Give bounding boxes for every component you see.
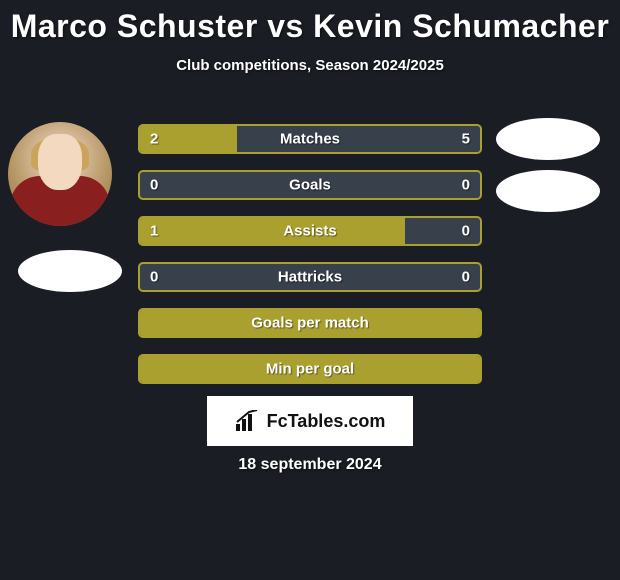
player-right-avatar-placeholder: [496, 118, 600, 160]
stat-value-left: 0: [150, 177, 158, 194]
stat-row-hattricks: 0 Hattricks 0: [138, 262, 482, 292]
stat-label: Goals per match: [251, 315, 369, 332]
page-title: Marco Schuster vs Kevin Schumacher: [0, 8, 620, 45]
comparison-bars: 2 Matches 5 0 Goals 0 1 Assists 0 0 Hattricks 0 Goal…: [138, 124, 482, 400]
stat-value-right: 0: [462, 223, 470, 240]
stat-row-assists: 1 Assists 0: [138, 216, 482, 246]
stat-row-min-per-goal: Min per goal: [138, 354, 482, 384]
player-left-avatar: [8, 122, 112, 226]
stat-value-left: 0: [150, 269, 158, 286]
subtitle: Club competitions, Season 2024/2025: [0, 57, 620, 74]
stat-value-right: 0: [462, 269, 470, 286]
stat-value-right: 0: [462, 177, 470, 194]
stat-label: Hattricks: [278, 269, 342, 286]
stat-label: Assists: [283, 223, 336, 240]
stat-value-right: 5: [462, 131, 470, 148]
stat-bar-left: [140, 218, 405, 244]
stat-row-goals-per-match: Goals per match: [138, 308, 482, 338]
stat-row-goals: 0 Goals 0: [138, 170, 482, 200]
stat-label: Goals: [289, 177, 331, 194]
fctables-logo-icon: [235, 410, 261, 432]
player-right-club-badge: [496, 170, 600, 212]
stat-value-left: 1: [150, 223, 158, 240]
comparison-infographic: Marco Schuster vs Kevin Schumacher Club …: [0, 0, 620, 580]
footer-date: 18 september 2024: [238, 456, 381, 474]
player-left-club-badge: [18, 250, 122, 292]
brand-badge: FcTables.com: [207, 396, 413, 446]
avatar-face-shape: [38, 134, 82, 190]
stat-row-matches: 2 Matches 5: [138, 124, 482, 154]
stat-label: Matches: [280, 131, 340, 148]
stat-bar-right: [237, 126, 480, 152]
brand-text: FcTables.com: [267, 411, 386, 432]
stat-value-left: 2: [150, 131, 158, 148]
stat-label: Min per goal: [266, 361, 354, 378]
